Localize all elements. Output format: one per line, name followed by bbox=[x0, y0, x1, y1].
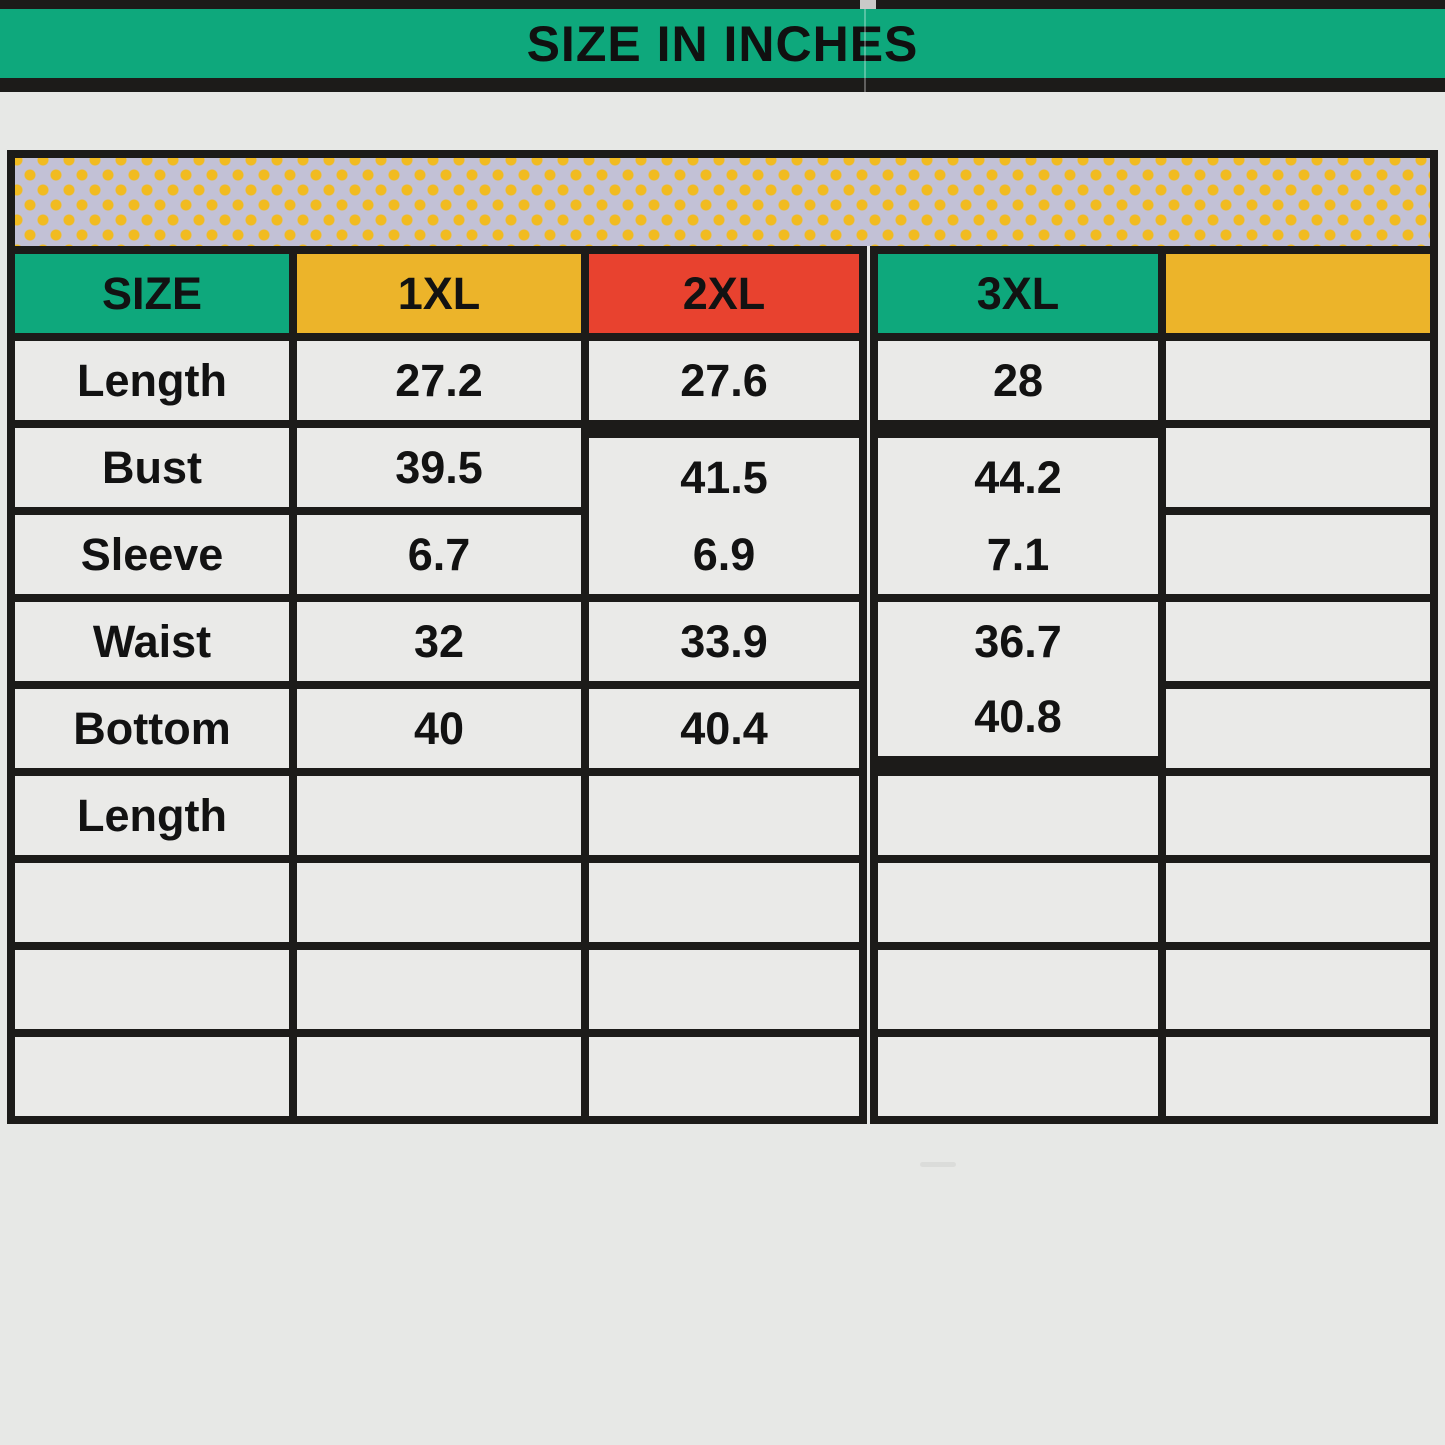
size-table-left: SIZE 1XL 2XL Length 27.2 27.6 Bust 39.5 … bbox=[7, 246, 867, 1124]
row-label: Length bbox=[15, 776, 289, 855]
faint-smudge bbox=[920, 1162, 956, 1167]
header-cell-empty bbox=[1166, 254, 1430, 333]
empty-cell bbox=[1166, 428, 1430, 507]
value-cell: 6.9 bbox=[589, 515, 859, 594]
value-cell: 28 bbox=[878, 341, 1158, 420]
empty-cell bbox=[1166, 602, 1430, 681]
title-banner: SIZE IN INCHES bbox=[0, 9, 1445, 78]
value-cell bbox=[589, 776, 859, 855]
empty-cell bbox=[1166, 863, 1430, 942]
empty-cell bbox=[1166, 1037, 1430, 1116]
row-label bbox=[15, 1037, 289, 1116]
page-title: SIZE IN INCHES bbox=[526, 15, 919, 72]
header-cell-size: SIZE bbox=[15, 254, 289, 333]
empty-cell bbox=[878, 776, 1158, 855]
size-table: SIZE 1XL 2XL Length 27.2 27.6 Bust 39.5 … bbox=[7, 246, 1438, 1124]
banner-bottom-bar bbox=[0, 78, 1445, 92]
value-cell: 41.5 bbox=[589, 438, 859, 517]
empty-cell bbox=[589, 863, 859, 942]
header-cell-3xl: 3XL bbox=[878, 254, 1158, 333]
empty-cell bbox=[878, 863, 1158, 942]
empty-cell bbox=[878, 1037, 1158, 1116]
empty-cell bbox=[878, 950, 1158, 1029]
top-black-bar bbox=[0, 0, 1445, 9]
image-seam-notch bbox=[860, 0, 876, 9]
empty-cell bbox=[297, 950, 581, 1029]
value-cell: 40.4 bbox=[589, 689, 859, 768]
header-cell-1xl: 1XL bbox=[297, 254, 581, 333]
value-cell: 40 bbox=[297, 689, 581, 768]
value-cell: 32 bbox=[297, 602, 581, 681]
size-table-right: 3XL 28 44.2 7.1 36.7 40.8 bbox=[870, 246, 1438, 1124]
value-cell: 27.6 bbox=[589, 341, 859, 420]
empty-cell bbox=[1166, 515, 1430, 594]
image-seam-line bbox=[864, 9, 866, 92]
dotted-decor-band bbox=[7, 150, 1438, 246]
empty-cell bbox=[1166, 341, 1430, 420]
empty-cell bbox=[589, 950, 859, 1029]
row-label: Waist bbox=[15, 602, 289, 681]
value-cell: 7.1 bbox=[878, 515, 1158, 594]
value-cell: 39.5 bbox=[297, 428, 581, 507]
value-cell: 6.7 bbox=[297, 515, 581, 594]
row-label bbox=[15, 863, 289, 942]
value-cell: 27.2 bbox=[297, 341, 581, 420]
empty-cell bbox=[297, 1037, 581, 1116]
empty-cell bbox=[1166, 689, 1430, 768]
empty-cell bbox=[589, 1037, 859, 1116]
empty-cell bbox=[1166, 950, 1430, 1029]
value-cell: 33.9 bbox=[589, 602, 859, 681]
header-cell-2xl: 2XL bbox=[589, 254, 859, 333]
row-label: Sleeve bbox=[15, 515, 289, 594]
row-label: Bottom bbox=[15, 689, 289, 768]
empty-cell bbox=[297, 863, 581, 942]
row-label: Bust bbox=[15, 428, 289, 507]
value-cell: 44.2 bbox=[878, 438, 1158, 517]
value-cell bbox=[297, 776, 581, 855]
value-cell: 40.8 bbox=[878, 677, 1158, 756]
row-label bbox=[15, 950, 289, 1029]
empty-cell bbox=[1166, 776, 1430, 855]
row-label: Length bbox=[15, 341, 289, 420]
value-cell: 36.7 bbox=[878, 602, 1158, 681]
